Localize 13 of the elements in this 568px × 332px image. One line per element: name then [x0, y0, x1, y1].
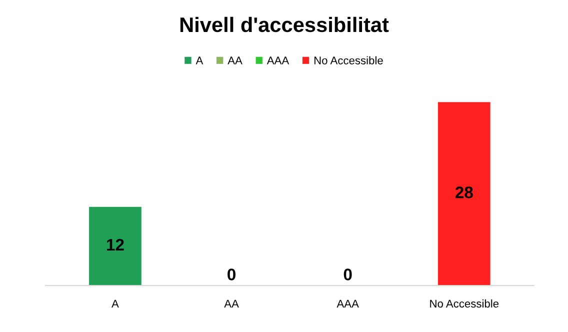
x-tick-label: A: [112, 300, 119, 308]
x-tick-label: AAA: [336, 300, 359, 308]
chart-title: Nivell d'accessibilitat: [180, 16, 389, 32]
legend-label: AAA: [266, 56, 290, 64]
x-tick-label: No Accessible: [430, 299, 499, 308]
legend-label: AA: [228, 56, 242, 64]
data-label: 12: [107, 238, 124, 251]
legend-label: A: [196, 56, 204, 64]
data-label: 0: [344, 268, 352, 280]
x-tick-label: AA: [224, 300, 239, 308]
data-label: 28: [455, 186, 473, 198]
legend-label: No Accessible: [314, 56, 383, 64]
data-label: 0: [228, 268, 236, 280]
